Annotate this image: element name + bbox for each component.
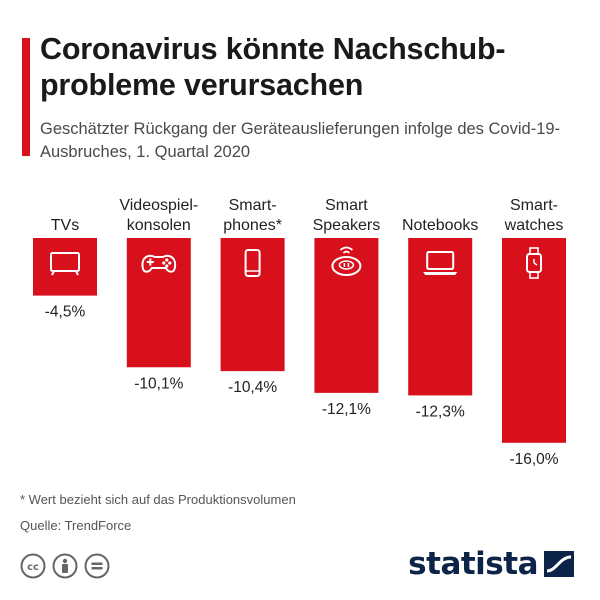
smartphone-icon: [244, 249, 261, 277]
chart-subtitle: Geschätzter Rückgang der Geräteausliefer…: [40, 120, 561, 161]
source-note: Quelle: TrendForce: [20, 518, 132, 533]
cc-icon: cc: [20, 553, 46, 579]
category-label: watches: [504, 217, 564, 234]
category-label: Smart-: [229, 197, 277, 214]
svg-text:cc: cc: [27, 562, 39, 573]
bar: [220, 238, 285, 372]
brand-name: statista: [408, 546, 538, 582]
smartwatch-icon: [526, 247, 542, 279]
value-label: -4,5%: [45, 304, 86, 321]
laptop-icon: [423, 251, 458, 275]
category-label: Videospiel-: [119, 197, 198, 214]
statista-logo: statista: [408, 546, 574, 582]
tv-icon: [50, 252, 80, 276]
footnote: * Wert bezieht sich auf das Produktionsv…: [20, 492, 296, 507]
value-label: -10,4%: [228, 379, 277, 396]
bar: [314, 238, 379, 393]
bar-chart: TVs -4,5% Videospiel-konsolen -10,1% Smart-p…: [33, 197, 566, 468]
value-label: -16,0%: [509, 451, 558, 468]
no-derivatives-icon: [84, 553, 110, 579]
gamepad-icon: [141, 254, 177, 273]
category-label: Smart: [325, 197, 368, 214]
smart-speaker-icon: [331, 246, 362, 276]
value-label: -12,3%: [416, 403, 465, 420]
bar: [408, 238, 473, 396]
category-label: phones*: [223, 217, 282, 234]
value-label: -10,1%: [134, 375, 183, 392]
bar: [33, 238, 97, 296]
bar: [502, 238, 566, 443]
license-icons: cc: [20, 553, 110, 579]
category-label: Notebooks: [402, 217, 479, 234]
category-label: TVs: [51, 217, 79, 234]
category-label: Speakers: [313, 217, 381, 234]
attribution-icon: [52, 553, 78, 579]
title-accent-bar: [22, 38, 30, 156]
bar: [126, 238, 191, 368]
chart-title: Coronavirus könnte Nachschub-probleme ve…: [40, 32, 506, 102]
statista-logo-icon: [544, 551, 574, 577]
category-label: konsolen: [127, 217, 191, 234]
value-label: -12,1%: [322, 401, 371, 418]
category-label: Smart-: [510, 197, 558, 214]
